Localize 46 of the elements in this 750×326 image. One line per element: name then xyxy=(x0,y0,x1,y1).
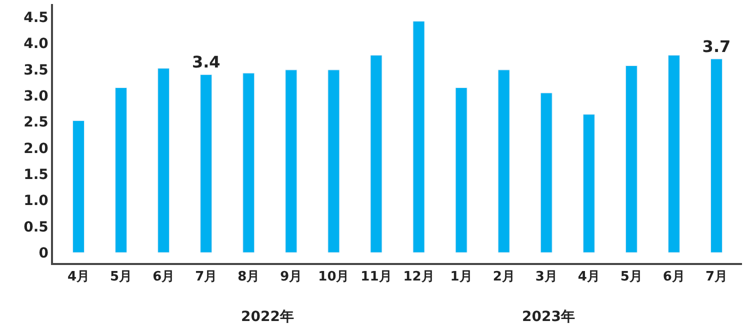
y-tick-label: 4.0 xyxy=(24,36,49,52)
x-tick-label: 7月 xyxy=(705,269,728,284)
y-tick-label: 3.5 xyxy=(24,62,48,78)
bar xyxy=(668,55,680,253)
bar xyxy=(115,87,128,253)
bar xyxy=(242,72,255,253)
text: 2022年 xyxy=(241,309,294,325)
x-tick-label: 7月 xyxy=(195,269,218,284)
x-tick-label: 6月 xyxy=(662,269,685,284)
bar xyxy=(625,65,638,253)
x-tick-label: 2月 xyxy=(492,269,515,284)
bar xyxy=(72,120,85,253)
x-tick-label: 11月 xyxy=(360,269,392,284)
bar xyxy=(158,68,170,253)
bar xyxy=(285,70,298,253)
x-tick-label: 12月 xyxy=(403,269,434,284)
x-tick-label: 1月 xyxy=(450,269,472,284)
bar xyxy=(328,70,340,253)
x-tick-label: 5月 xyxy=(110,269,132,284)
bar xyxy=(582,114,595,253)
y-tick-label: 4.5 xyxy=(24,10,48,26)
data-label: 3.4 xyxy=(192,52,220,72)
bar xyxy=(710,58,722,253)
x-tick-label: 4月 xyxy=(67,269,90,284)
x-tick-label: 10月 xyxy=(318,269,350,284)
bar xyxy=(370,55,382,253)
x-tick-label: 3月 xyxy=(535,269,558,284)
bar xyxy=(455,87,468,253)
bar xyxy=(540,92,552,253)
y-tick-label: 2.5 xyxy=(24,114,48,131)
bar xyxy=(412,21,425,253)
x-tick-label: 9月 xyxy=(280,269,302,284)
x-tick-label: 8月 xyxy=(238,269,260,284)
y-tick-label: 3.0 xyxy=(24,88,49,104)
y-tick-label: 1.5 xyxy=(24,166,48,183)
data-label: 3.7 xyxy=(702,36,731,56)
bar xyxy=(498,70,510,253)
y-tick-label: 0.5 xyxy=(24,219,48,236)
y-tick-label: 0 xyxy=(38,245,49,262)
x-tick-label: 4月 xyxy=(578,269,600,284)
bar xyxy=(200,74,212,253)
y-tick-label: 1.0 xyxy=(24,193,49,210)
x-tick-label: 5月 xyxy=(620,269,642,284)
y-tick-label: 2.0 xyxy=(24,140,49,157)
text: 2023年 xyxy=(522,309,575,325)
x-tick-label: 6月 xyxy=(152,269,175,284)
